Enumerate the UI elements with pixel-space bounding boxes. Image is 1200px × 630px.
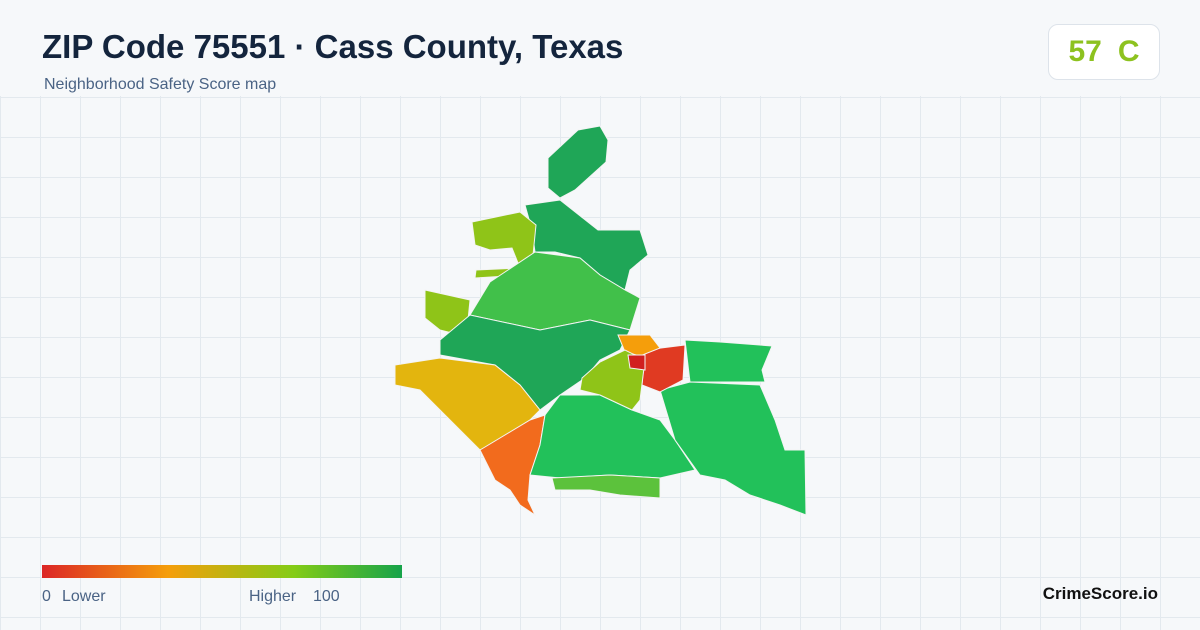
region	[479, 414, 546, 517]
region	[627, 354, 646, 371]
brand: CrimeScore.io	[1042, 584, 1158, 603]
region	[547, 125, 609, 199]
score-badge: 57 C	[1048, 24, 1160, 80]
region	[659, 381, 807, 516]
legend-max: 100	[313, 588, 340, 605]
header: ZIP Code 75551 · Cass County, Texas Neig…	[0, 0, 1200, 96]
legend-min: 0	[42, 588, 51, 605]
legend-gradient	[42, 565, 402, 578]
region	[579, 349, 646, 411]
subtitle: Neighborhood Safety Score map	[44, 76, 277, 93]
score-grade: C	[1117, 35, 1140, 68]
region	[551, 474, 661, 499]
region	[617, 334, 661, 357]
region	[684, 339, 773, 383]
legend-max-label: Higher	[249, 588, 297, 605]
title: ZIP Code 75551 · Cass County, Texas	[42, 28, 624, 65]
score-value: 57	[1068, 35, 1102, 68]
legend-min-label: Lower	[62, 588, 106, 605]
